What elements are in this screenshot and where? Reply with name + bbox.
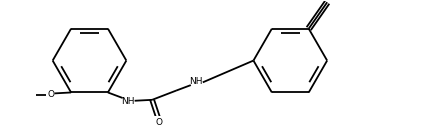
Text: NH: NH — [121, 97, 135, 106]
Text: O: O — [47, 90, 54, 99]
Text: NH: NH — [190, 77, 203, 86]
Text: O: O — [155, 118, 162, 127]
